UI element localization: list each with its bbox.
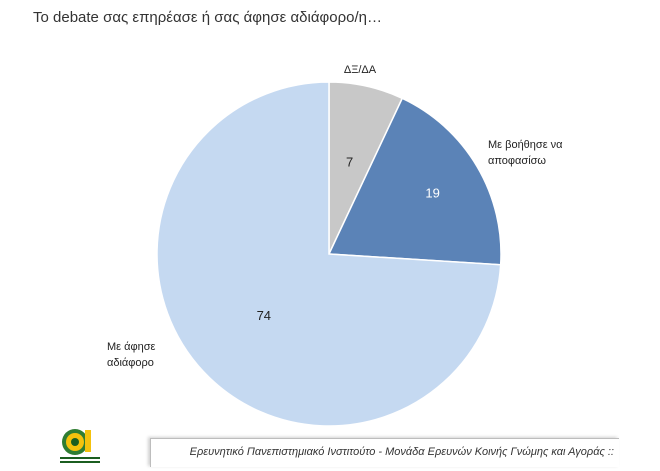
slice-value-label: 7	[346, 155, 353, 170]
slice-category-label: ΔΞ/ΔΑ	[344, 64, 377, 76]
pie-slice-3	[156, 81, 502, 427]
pie-slice-2	[327, 97, 502, 266]
footer-text: Ερευνητικό Πανεπιστημιακό Ινστιτούτο - Μ…	[189, 446, 614, 458]
slice-value-label: 19	[425, 186, 439, 201]
university-logo	[58, 424, 128, 466]
page-title: Το debate σας επηρέασε ή σας άφησε αδιάφ…	[33, 9, 382, 26]
slice-category-label: Με άφησε αδιάφορο	[107, 341, 156, 369]
slice-category-label: Με βοήθησε να αποφασίσω	[488, 139, 563, 167]
slice-value-label: 74	[257, 308, 271, 323]
footer-bar	[150, 438, 619, 467]
